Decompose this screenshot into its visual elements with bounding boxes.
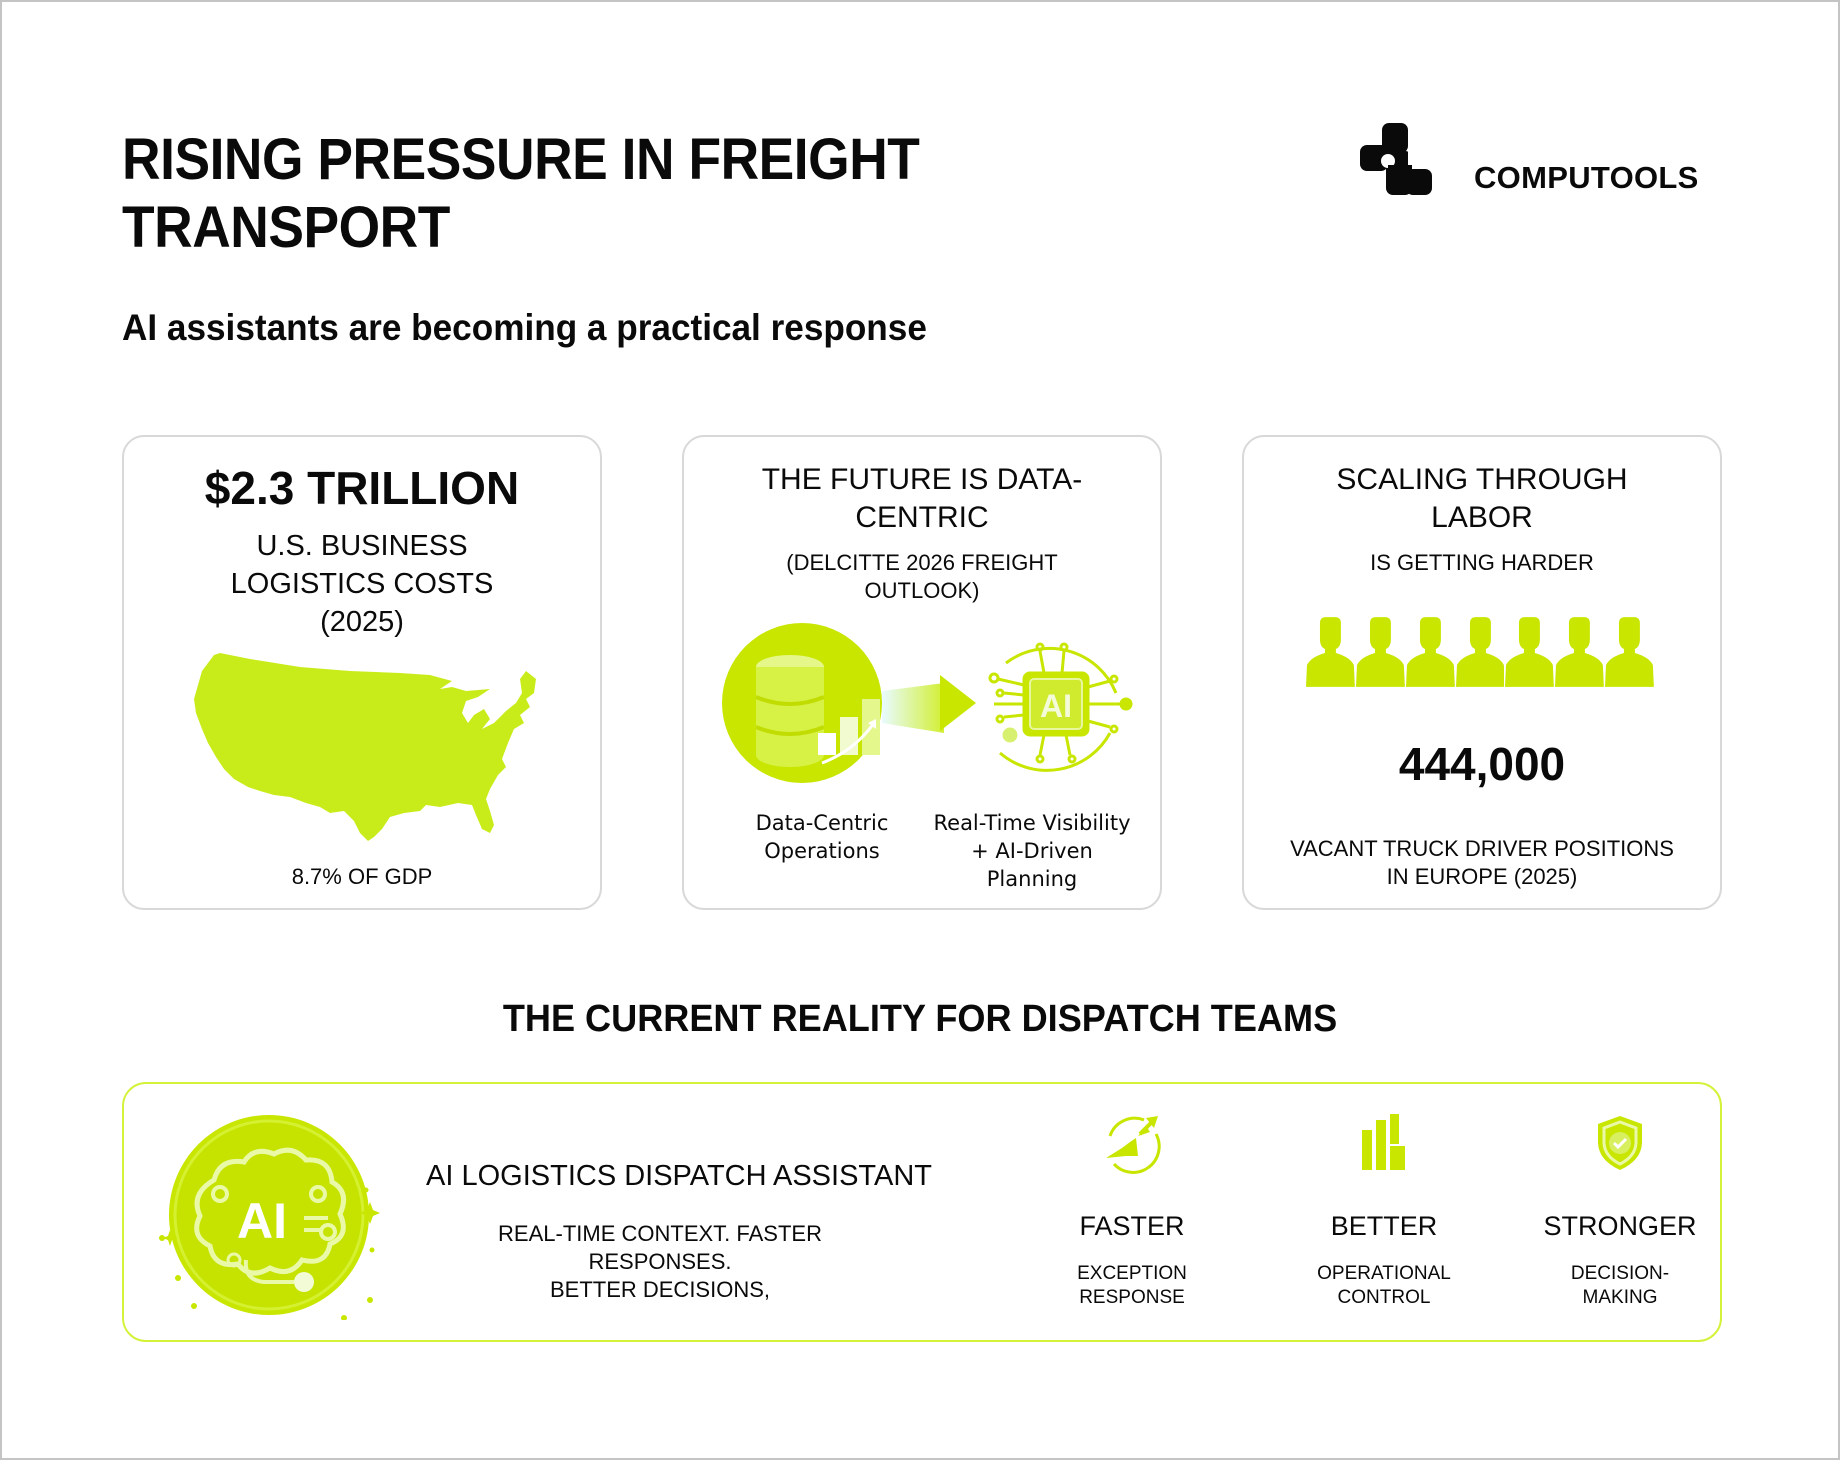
vacancy-description: VACANT TRUCK DRIVER POSITIONS IN EUROPE … [1244,835,1720,891]
person-icon [1405,617,1455,687]
person-icon [1355,617,1405,687]
flow-label-ai-planning-line-3: Planning [986,867,1078,891]
benefit-description: EXCEPTION RESPONSE [1032,1262,1232,1310]
stat-card-logistics-costs: $2.3 TRILLION U.S. BUSINESS LOGISTICS CO… [122,435,602,910]
flow-label-data-centric-line-2: Operations [764,839,880,863]
shield-check-icon [1598,1116,1642,1170]
benefit-description: OPERATIONAL CONTROL [1284,1262,1484,1310]
ai-chip-icon [988,642,1133,772]
person-icon [1455,617,1505,687]
benefit-stronger: STRONGER DECISION- MAKING [1520,1112,1720,1310]
ai-brain-icon: AI [159,1115,380,1320]
usa-map-icon [194,653,536,841]
gdp-share: 8.7% OF GDP [291,864,433,889]
flow-label-data-centric: Data-Centric Operations [722,809,922,865]
page-title-line-2: TRANSPORT [122,195,450,260]
flow-label-ai-planning: Real-Time Visibility + AI-Driven Plannin… [922,809,1142,893]
page-subtitle: AI assistants are becoming a practical r… [122,307,927,348]
brand-name: COMPUTOOLS [1474,160,1699,195]
benefit-faster: FASTER EXCEPTION RESPONSE [1032,1112,1232,1310]
benefit-better: BETTER OPERATIONAL CONTROL [1284,1112,1484,1310]
benefit-label: FASTER [1079,1211,1185,1241]
person-icon [1505,617,1555,687]
brand-logo: COMPUTOOLS [1358,120,1698,200]
stat-description-line-1: U.S. BUSINESS [256,530,468,562]
flow-label-ai-planning-line-1: Real-Time Visibility [933,811,1131,835]
stat-value: $2.3 TRILLION [204,462,520,514]
benefit-description-line-1: OPERATIONAL [1317,1263,1451,1284]
card-source-note-line-1: (DELCITTE 2026 FREIGHT [786,550,1058,575]
assistant-title: AI LOGISTICS DISPATCH ASSISTANT [426,1160,932,1192]
section-title: THE CURRENT REALITY FOR DISPATCH TEAMS [502,998,1338,1040]
dispatch-assistant-panel: AI AI LOGISTICS DISPATCH ASSISTANT REAL-… [122,1082,1722,1342]
stat-description-line-2: LOGISTICS COSTS [230,568,494,600]
stat-card-labor-shortage: SCALING THROUGH LABOR IS GETTING HARDER … [1242,435,1722,910]
database-growth-icon [722,623,882,783]
benefit-description-line-1: EXCEPTION [1077,1263,1187,1284]
benefit-description-line-1: DECISION- [1570,1263,1670,1284]
benefit-label: STRONGER [1543,1211,1697,1241]
speed-arrow-icon [1106,1116,1161,1174]
arrow-right-icon [940,675,976,731]
benefit-description-line-2: MAKING [1582,1287,1658,1308]
assistant-description-line-1: REAL-TIME CONTEXT. FASTER RESPONSES. [498,1221,822,1274]
vacancy-description-line-2: IN EUROPE (2025) [1386,864,1578,889]
page-title: RISING PRESSURE IN FREIGHT TRANSPORT [122,126,950,262]
card-source-note-line-2: OUTLOOK) [864,578,980,603]
benefit-description-line-2: RESPONSE [1079,1287,1185,1308]
svg-text:AI: AI [237,1193,287,1249]
card-title-line-2: CENTRIC [855,501,989,534]
assistant-description: REAL-TIME CONTEXT. FASTER RESPONSES. BET… [426,1220,894,1304]
flow-label-data-centric-line-1: Data-Centric [755,811,889,835]
benefit-description-line-2: CONTROL [1337,1287,1431,1308]
card-title-line-1: SCALING THROUGH [1336,463,1628,496]
person-icon [1605,617,1655,687]
card-title: SCALING THROUGH LABOR [1244,461,1720,537]
svg-text:AI: AI [1040,688,1072,724]
person-icon [1306,617,1355,687]
flow-label-ai-planning-line-2: + AI-Driven [971,839,1093,863]
benefit-label: BETTER [1330,1211,1438,1241]
page-title-line-1: RISING PRESSURE IN FREIGHT [122,127,920,192]
data-to-ai-flow: AI [722,623,1133,783]
assistant-description-line-2: BETTER DECISIONS, [549,1277,771,1302]
stat-description-line-3: (2025) [320,606,404,638]
card-source-note: (DELCITTE 2026 FREIGHT OUTLOOK) [684,549,1160,605]
person-icon [1555,617,1605,687]
card-title-line-1: THE FUTURE IS DATA- [761,463,1083,496]
vacancy-count: 444,000 [1398,738,1566,790]
card-note: IS GETTING HARDER [1370,550,1594,575]
card-title-line-2: LABOR [1431,501,1533,534]
people-row [1306,617,1655,687]
stat-description: U.S. BUSINESS LOGISTICS COSTS (2025) [124,527,600,641]
card-title: THE FUTURE IS DATA- CENTRIC [684,461,1160,537]
bar-chart-icon [1362,1114,1405,1170]
benefit-description: DECISION- MAKING [1520,1262,1720,1310]
computools-logo-icon [1360,123,1438,197]
vacancy-description-line-1: VACANT TRUCK DRIVER POSITIONS [1290,836,1674,861]
stat-card-data-centric: THE FUTURE IS DATA- CENTRIC (DELCITTE 20… [682,435,1162,910]
